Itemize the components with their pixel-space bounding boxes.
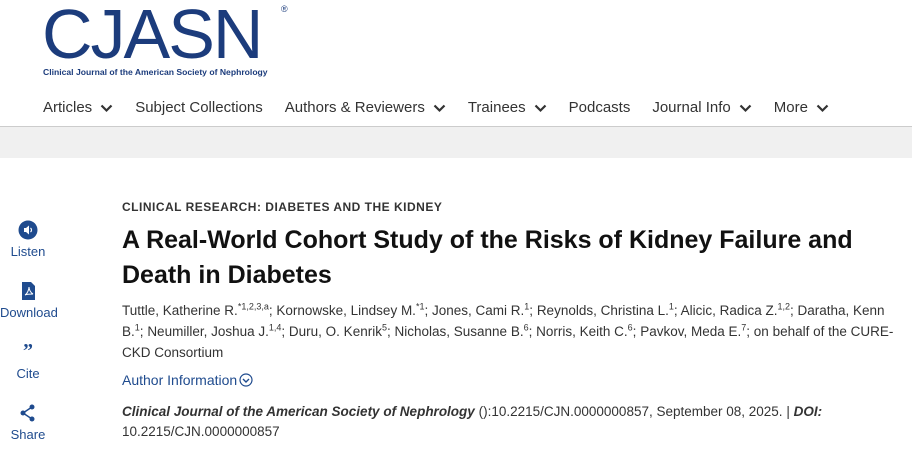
- author-name[interactable]: Tuttle, Katherine R.: [122, 303, 238, 318]
- tool-share[interactable]: Share: [0, 403, 56, 442]
- nav-label: Journal Info: [652, 99, 731, 116]
- author-name[interactable]: Nicholas, Susanne B.: [394, 324, 524, 339]
- category: CLINICAL RESEARCH: DIABETES AND THE KIDN…: [122, 200, 443, 214]
- nav-item[interactable]: Trainees: [468, 99, 547, 116]
- nav: Articles Subject Collections Authors & Rev…: [43, 99, 829, 116]
- logo-mark: ®: [281, 4, 288, 14]
- author-info[interactable]: Author Information: [122, 372, 907, 388]
- nav-item[interactable]: Journal Info: [652, 99, 752, 116]
- doi[interactable]: 10.2215/CJN.0000000857: [122, 424, 280, 439]
- author-name[interactable]: Duru, O. Kenrik: [288, 324, 382, 339]
- logo-subtitle: Clinical Journal of the American Society…: [43, 67, 268, 77]
- separator: ;: [632, 324, 637, 339]
- nav-item[interactable]: Articles: [43, 99, 113, 116]
- tool-label: Share: [10, 427, 46, 442]
- author-affiliation: 1,4: [268, 322, 282, 333]
- separator: ;: [746, 324, 751, 339]
- author-name[interactable]: Kornowske, Lindsey M.: [276, 303, 416, 318]
- author-name[interactable]: Alicic, Radica Z.: [680, 303, 778, 318]
- svg-text:”: ”: [23, 342, 33, 362]
- icon: [18, 220, 38, 240]
- nav-label: More: [773, 99, 808, 116]
- icon: [739, 104, 752, 112]
- tool-label: Cite: [16, 366, 40, 381]
- nav-label: Articles: [43, 99, 93, 116]
- doi-label: DOI:: [793, 404, 823, 419]
- nav-item[interactable]: More: [774, 99, 829, 116]
- author-affiliation: *1: [415, 301, 425, 312]
- author-name[interactable]: Jones, Cami R.: [431, 303, 525, 318]
- divider: [0, 126, 912, 127]
- icon: [433, 104, 446, 112]
- author-name[interactable]: Daratha, Kenn B.: [122, 303, 885, 339]
- article: CLINICAL RESEARCH: DIABETES AND THE KIDN…: [122, 200, 907, 442]
- author-name[interactable]: Reynolds, Christina L.: [536, 303, 669, 318]
- author-group: on behalf of the CURE-CKD Consortium: [122, 324, 894, 360]
- tool-listen[interactable]: Listen: [0, 220, 56, 259]
- separator: ;: [673, 303, 678, 318]
- tool-pdf[interactable]: Download: [0, 281, 58, 320]
- logo[interactable]: CJASN: [42, 0, 263, 73]
- author-name[interactable]: Norris, Keith C.: [536, 324, 628, 339]
- author-affiliation: 1: [668, 301, 674, 312]
- author-affiliation: 7: [741, 322, 747, 333]
- journal: Clinical Journal of the American Society…: [122, 404, 475, 419]
- author-affiliation: *1,2,3,a: [237, 301, 269, 312]
- author-affiliation: 6: [627, 322, 633, 333]
- author-info-label: Author Information: [122, 372, 238, 388]
- tool-label: Listen: [10, 244, 46, 259]
- author-affiliation: 1,2: [777, 301, 790, 312]
- tool-quote[interactable]: ” Cite: [0, 342, 56, 381]
- nav-item[interactable]: Authors & Reviewers: [285, 99, 446, 116]
- separator: ;: [529, 303, 534, 318]
- author-affiliation: 1: [134, 322, 140, 333]
- citation-details: ():10.2215/CJN.0000000857, September 08,…: [478, 404, 783, 419]
- nav-label: Trainees: [467, 99, 526, 116]
- author-affiliation: 6: [523, 322, 529, 333]
- title: A Real-World Cohort Study of the Risks o…: [122, 226, 853, 289]
- nav-label: Subject Collections: [135, 99, 263, 116]
- citation: Clinical Journal of the American Society…: [122, 402, 907, 442]
- separator: ;: [281, 324, 286, 339]
- toggle-icon: [239, 373, 253, 387]
- icon: [534, 104, 546, 112]
- authors: Tuttle, Katherine R.*1,2,3,a; Kornowske,…: [122, 300, 907, 363]
- banner: [0, 127, 912, 158]
- separator: ;: [424, 303, 429, 318]
- citation-divider: |: [786, 404, 790, 419]
- nav-label: Podcasts: [568, 99, 631, 116]
- tool-label: Download: [0, 305, 58, 320]
- separator: ;: [139, 324, 144, 339]
- author-affiliation: 5: [381, 322, 387, 333]
- nav-item[interactable]: Podcasts: [569, 99, 631, 116]
- icon: ”: [23, 342, 33, 362]
- nav-label: Authors & Reviewers: [284, 99, 425, 116]
- author-affiliation: 1: [524, 301, 530, 312]
- separator: ;: [528, 324, 533, 339]
- separator: ;: [268, 303, 273, 318]
- icon: [816, 104, 829, 112]
- nav-item[interactable]: Subject Collections: [135, 99, 263, 116]
- separator: ;: [386, 324, 391, 339]
- separator: ;: [789, 303, 794, 318]
- author-name[interactable]: Pavkov, Meda E.: [640, 324, 742, 339]
- icon: [22, 282, 35, 300]
- icon: [20, 404, 35, 422]
- author-name[interactable]: Neumiller, Joshua J.: [147, 324, 269, 339]
- icon: [100, 104, 113, 112]
